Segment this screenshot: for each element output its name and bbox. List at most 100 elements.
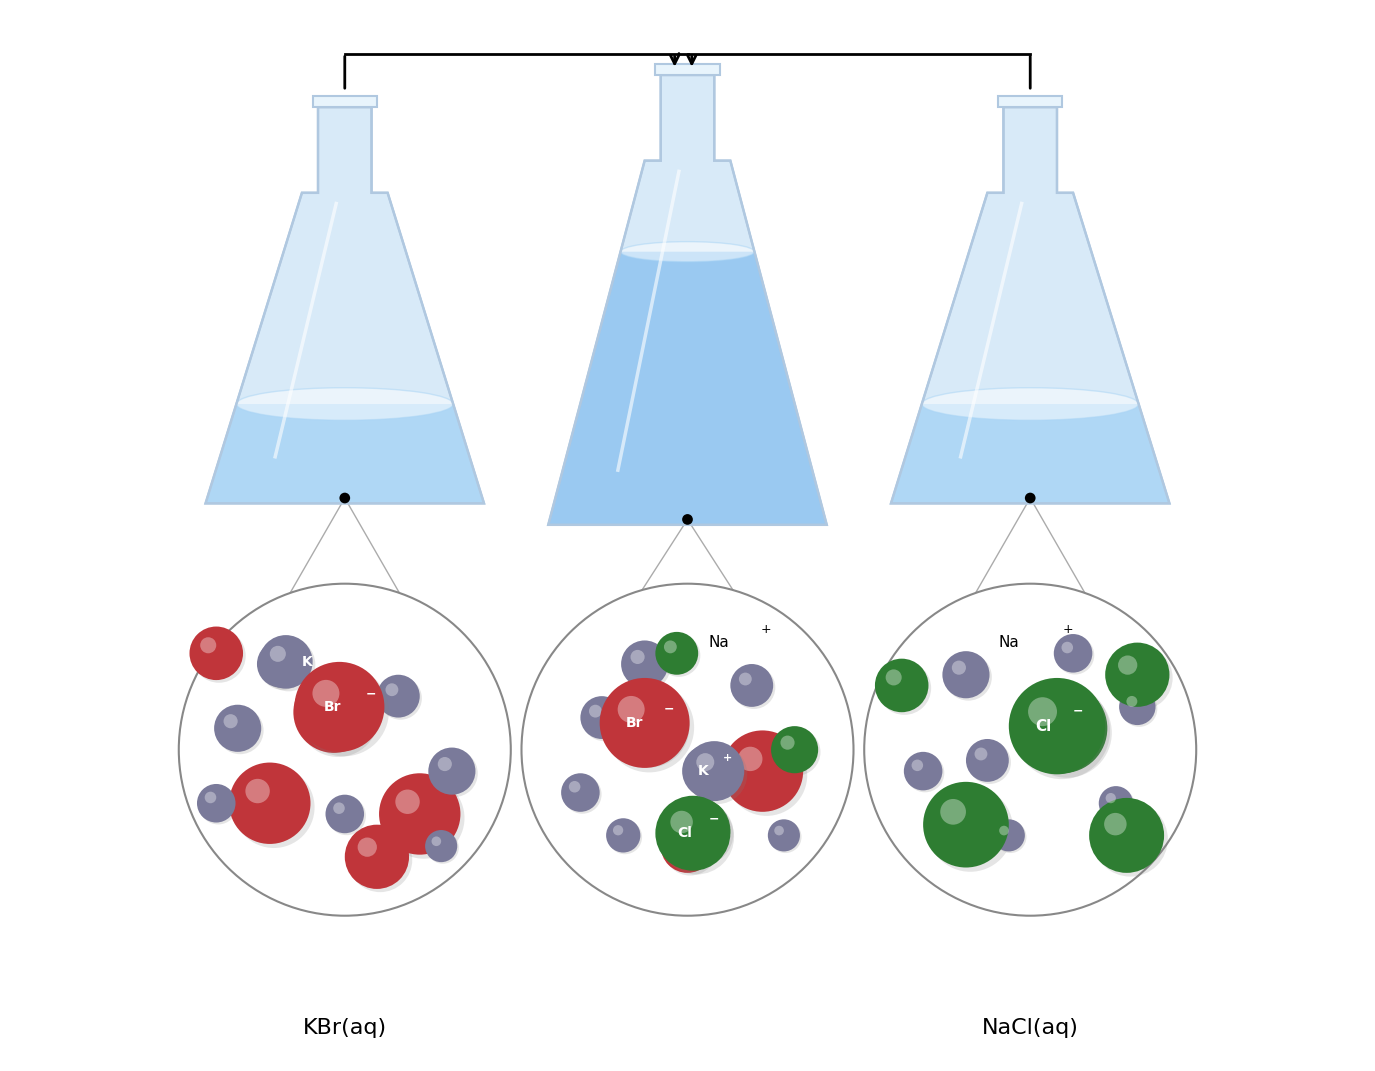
Circle shape bbox=[214, 705, 261, 752]
Circle shape bbox=[1056, 636, 1094, 675]
Circle shape bbox=[738, 746, 763, 771]
Circle shape bbox=[521, 584, 854, 916]
Circle shape bbox=[245, 779, 270, 803]
Text: Cl: Cl bbox=[676, 826, 692, 841]
Circle shape bbox=[877, 661, 931, 715]
Ellipse shape bbox=[620, 242, 755, 261]
Circle shape bbox=[608, 687, 689, 768]
Circle shape bbox=[1024, 493, 1035, 503]
Circle shape bbox=[190, 627, 243, 680]
Circle shape bbox=[297, 676, 380, 757]
Circle shape bbox=[583, 698, 626, 741]
Circle shape bbox=[661, 819, 714, 873]
Text: −: − bbox=[366, 688, 377, 700]
Circle shape bbox=[380, 677, 422, 720]
Circle shape bbox=[771, 726, 818, 773]
Circle shape bbox=[1126, 696, 1137, 707]
Circle shape bbox=[309, 688, 334, 712]
Circle shape bbox=[657, 634, 700, 677]
Circle shape bbox=[903, 752, 942, 790]
Circle shape bbox=[912, 759, 923, 771]
Circle shape bbox=[1106, 793, 1116, 803]
Circle shape bbox=[385, 683, 399, 696]
Circle shape bbox=[1119, 689, 1155, 725]
Polygon shape bbox=[549, 75, 826, 525]
Circle shape bbox=[437, 757, 452, 771]
Circle shape bbox=[994, 820, 1027, 853]
Circle shape bbox=[613, 825, 623, 835]
Polygon shape bbox=[998, 96, 1063, 107]
Text: Na: Na bbox=[710, 635, 730, 650]
Circle shape bbox=[257, 640, 304, 688]
Circle shape bbox=[588, 705, 602, 718]
Polygon shape bbox=[312, 96, 377, 107]
Circle shape bbox=[1028, 697, 1057, 726]
Circle shape bbox=[224, 714, 238, 728]
Circle shape bbox=[906, 754, 945, 793]
Circle shape bbox=[696, 753, 714, 771]
Circle shape bbox=[193, 630, 246, 683]
Circle shape bbox=[333, 802, 345, 814]
Circle shape bbox=[781, 736, 795, 750]
Circle shape bbox=[666, 798, 730, 862]
Circle shape bbox=[1118, 655, 1137, 675]
Circle shape bbox=[430, 750, 477, 797]
Circle shape bbox=[569, 781, 580, 793]
Polygon shape bbox=[891, 404, 1170, 503]
Circle shape bbox=[623, 643, 671, 690]
Circle shape bbox=[671, 830, 688, 846]
Circle shape bbox=[1022, 688, 1112, 778]
Circle shape bbox=[874, 659, 928, 712]
Text: NaCl(aq): NaCl(aq) bbox=[982, 1019, 1078, 1038]
Text: Br: Br bbox=[626, 715, 644, 730]
Circle shape bbox=[425, 830, 458, 862]
Ellipse shape bbox=[921, 388, 1138, 420]
Circle shape bbox=[396, 789, 419, 814]
Text: Br: Br bbox=[323, 699, 341, 714]
Circle shape bbox=[270, 646, 286, 662]
Circle shape bbox=[770, 820, 802, 853]
Circle shape bbox=[294, 662, 385, 752]
Circle shape bbox=[1104, 813, 1126, 835]
Circle shape bbox=[261, 637, 315, 692]
Text: −: − bbox=[664, 703, 675, 715]
Text: −: − bbox=[1072, 705, 1084, 718]
Text: +: + bbox=[723, 753, 732, 764]
Circle shape bbox=[600, 678, 690, 768]
Circle shape bbox=[426, 831, 459, 863]
Circle shape bbox=[258, 635, 312, 689]
Text: +: + bbox=[760, 623, 771, 636]
Circle shape bbox=[670, 801, 733, 865]
Circle shape bbox=[1009, 678, 1106, 774]
Circle shape bbox=[617, 696, 645, 723]
Circle shape bbox=[1100, 788, 1134, 823]
Circle shape bbox=[380, 773, 461, 855]
Circle shape bbox=[663, 823, 716, 876]
Circle shape bbox=[685, 741, 744, 801]
Circle shape bbox=[688, 744, 747, 804]
Circle shape bbox=[293, 672, 375, 753]
Circle shape bbox=[682, 744, 736, 798]
Circle shape bbox=[622, 640, 668, 688]
Circle shape bbox=[773, 728, 821, 775]
Circle shape bbox=[1053, 634, 1092, 673]
Circle shape bbox=[604, 682, 694, 772]
Circle shape bbox=[179, 584, 510, 916]
Circle shape bbox=[679, 811, 698, 830]
Circle shape bbox=[656, 796, 730, 871]
Text: +: + bbox=[326, 644, 334, 654]
Circle shape bbox=[993, 819, 1024, 851]
Circle shape bbox=[429, 748, 476, 795]
Circle shape bbox=[774, 826, 784, 835]
Circle shape bbox=[267, 650, 280, 664]
Circle shape bbox=[348, 828, 412, 892]
Circle shape bbox=[685, 748, 738, 801]
Circle shape bbox=[205, 791, 216, 803]
Circle shape bbox=[923, 782, 1009, 868]
Circle shape bbox=[562, 775, 602, 814]
Circle shape bbox=[345, 825, 408, 889]
Circle shape bbox=[951, 661, 967, 675]
Circle shape bbox=[199, 786, 238, 825]
Circle shape bbox=[975, 748, 987, 760]
Circle shape bbox=[260, 643, 307, 690]
